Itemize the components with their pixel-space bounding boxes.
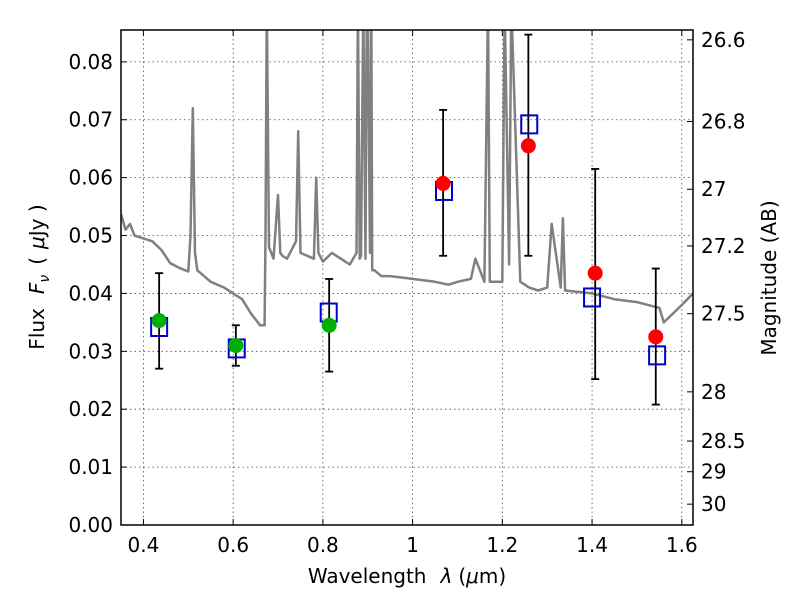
y2-tick-label: 27 (701, 177, 726, 201)
red-data-point (520, 138, 536, 154)
y-tick-label: 0.00 (68, 513, 113, 537)
y2-tick-label: 26.8 (701, 109, 746, 133)
axis-ticks: 0.4 0.6 0.8 1 1.2 1.4 1.6 0.00 0.01 0.02 0.03 0.04 0… (68, 28, 745, 557)
y-tick-label: 0.03 (68, 339, 113, 363)
y2-tick-label: 26.6 (701, 28, 746, 52)
y2-tick-label: 28 (701, 380, 726, 404)
x-tick-label: 1.4 (576, 533, 608, 557)
red-data-point (587, 265, 603, 281)
model-square-point (583, 287, 602, 308)
x-tick-label: 0.6 (217, 533, 249, 557)
y-tick-label: 0.01 (68, 455, 113, 479)
y2-tick-label: 28.5 (701, 429, 746, 453)
y-tick-label: 0.06 (68, 166, 113, 190)
x-tick-label: 1.2 (486, 533, 518, 557)
template-spectrum-line (121, 30, 693, 327)
red-data-point (648, 329, 664, 345)
y2-tick-label: 27.2 (701, 234, 746, 258)
x-tick-label: 1.6 (666, 533, 698, 557)
y2-axis-label: Magnitude (AB) (757, 200, 781, 355)
green-data-point (228, 338, 244, 354)
y2-tick-label: 30 (701, 492, 726, 516)
plot-area (121, 30, 693, 406)
x-tick-label: 1 (406, 533, 419, 557)
model-square-point (520, 114, 539, 135)
x-tick-label: 0.4 (128, 533, 160, 557)
y-axis-label: FluxFν(μJy ) (25, 204, 53, 349)
plot-frame (120, 29, 694, 526)
x-tick-label: 0.8 (307, 533, 339, 557)
model-square-point (648, 345, 667, 366)
y-tick-label: 0.04 (68, 281, 113, 305)
green-data-point (321, 317, 337, 333)
green-data-point (151, 313, 167, 329)
y-tick-label: 0.05 (68, 224, 113, 248)
red-data-point (435, 175, 451, 191)
y-tick-label: 0.07 (68, 108, 113, 132)
y2-tick-label: 27.5 (701, 302, 746, 326)
y-tick-label: 0.02 (68, 397, 113, 421)
y2-tick-label: 29 (701, 460, 726, 484)
x-axis-label: Wavelength λ (μm) (308, 564, 506, 588)
y-tick-label: 0.08 (68, 50, 113, 74)
